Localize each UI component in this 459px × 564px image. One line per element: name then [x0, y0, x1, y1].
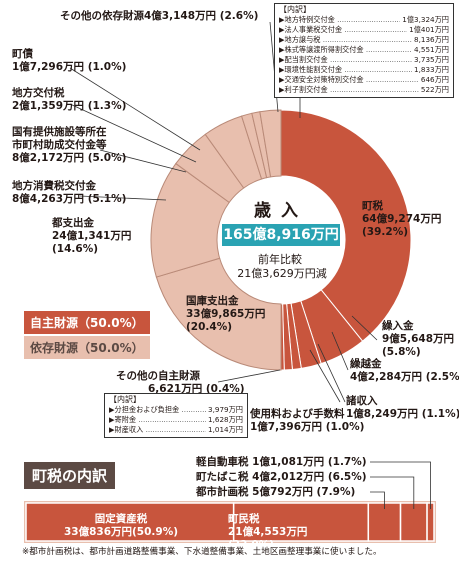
label-shiyo: 使用料および手数料 1億7,396万円 (1.0%) [250, 408, 365, 433]
leader-line-2 [69, 67, 201, 151]
own-row-value: 1,628万円 [206, 415, 243, 425]
dep-row-value: 1億401万円 [407, 25, 449, 35]
dep-row: ▶地方特例交付金1億3,324万円 [279, 15, 449, 25]
dep-row: ▶法人事業税交付金1億401万円 [279, 25, 449, 35]
leader-line-8 [317, 343, 346, 403]
own-row-value: 3,979万円 [206, 405, 243, 415]
dep-row: ▶配当割交付金3,735万円 [279, 55, 449, 65]
label-tax: 町税 64億9,274万円 (39.2%) [362, 200, 442, 238]
own-row-name: ▶分担金および負担金 [109, 405, 206, 415]
own-row: ▶財産収入1,014万円 [109, 425, 243, 435]
tax-leader-line-1 [370, 476, 415, 509]
label-other-own: その他の自主財源 6,621万円 (0.4%) [116, 370, 245, 395]
dep-row-name: ▶法人事業税交付金 [279, 25, 407, 35]
label-kofuzei: 地方交付税 2億1,359万円 (1.3%) [12, 87, 127, 112]
dep-row: ▶株式等譲渡所得割交付金4,551万円 [279, 45, 449, 55]
label-kurikoshi: 繰越金 4億2,284万円 (2.5%) [350, 358, 459, 383]
dep-row-value: 646万円 [418, 75, 449, 85]
dep-row-value: 4,551万円 [412, 45, 449, 55]
tax-bar-segment-1 [232, 502, 370, 542]
label-shoshu: 諸収入 1億8,249万円 (1.1%) [346, 395, 459, 420]
label-kokko: 国庫支出金 33億9,865万円 (20.4%) [186, 295, 266, 333]
dep-row-name: ▶環境性能割交付金 [279, 65, 412, 75]
center-compare-value: 21億3,629万円減 [237, 267, 327, 280]
dep-row-value: 8,136万円 [412, 35, 449, 45]
dep-row-value: 1億3,324万円 [400, 15, 449, 25]
own-breakdown-title: 【内訳】 [109, 395, 141, 404]
dep-row-name: ▶配当割交付金 [279, 55, 412, 65]
dep-row: ▶地方譲与税8,136万円 [279, 35, 449, 45]
center-total: 165億8,916万円 [222, 224, 340, 246]
dep-row-name: ▶株式等譲渡所得割交付金 [279, 45, 412, 55]
dep-row-name: ▶地方特例交付金 [279, 15, 400, 25]
leader-line-5 [79, 195, 167, 201]
dep-row: ▶環境性能割交付金1,833万円 [279, 65, 449, 75]
dep-row-value: 522万円 [418, 85, 449, 95]
legend-own: 自主財源（50.0%） [24, 311, 150, 334]
own-row-name: ▶財産収入 [109, 425, 206, 435]
tax-small-1: 軽自動車税 1億1,081万円 (1.7%) [196, 456, 367, 468]
tax-small-3: 都市計画税 5億792万円 (7.9%) [196, 486, 356, 498]
label-kuriire: 繰入金 9億5,648万円 (5.8%) [382, 320, 455, 358]
donut-slice-6 [155, 257, 282, 371]
tax-small-2: 町たばこ税 4億2,012万円 (6.5%) [196, 471, 367, 483]
dep-row: ▶利子割交付金522万円 [279, 85, 449, 95]
legend-dep: 依存財源（50.0%） [24, 336, 150, 359]
own-row-name: ▶寄附金 [109, 415, 206, 425]
dep-row: ▶交通安全対策特別交付金646万円 [279, 75, 449, 85]
label-toshi: 都支出金 24億1,341万円 (14.6%) [52, 217, 132, 255]
label-kokuyu: 国有提供施設等所在 市町村助成交付金等 8億2,172万円 (5.0%) [12, 126, 127, 164]
tax-bar-label-1: 町民税 21億4,553万円(33.0%) [228, 513, 308, 551]
tax-leader-line-0 [370, 461, 431, 509]
dep-row-name: ▶地方譲与税 [279, 35, 412, 45]
own-breakdown-box: 【内訳】 ▶分担金および負担金3,979万円▶寄附金1,628万円▶財産収入1,… [104, 393, 248, 438]
own-row: ▶寄附金1,628万円 [109, 415, 243, 425]
leader-line-10 [217, 369, 281, 383]
dep-row-name: ▶利子割交付金 [279, 85, 419, 95]
dep-breakdown-box: 【内訳】 ▶地方特例交付金1億3,324万円▶法人事業税交付金1億401万円▶地… [274, 3, 454, 98]
tax-section-title: 町税の内訳 [24, 462, 116, 489]
leader-line-3 [69, 103, 197, 163]
dep-breakdown-title: 【内訳】 [279, 5, 311, 14]
leader-line-9 [309, 349, 341, 403]
label-machisai: 町債 1億7,296万円 (1.0%) [12, 48, 127, 73]
center-title: 歳入 [254, 201, 308, 221]
tax-leader-line-2 [370, 491, 385, 509]
donut-slice-0 [280, 109, 412, 342]
own-row: ▶分担金および負担金3,979万円 [109, 405, 243, 415]
leader-line-7 [331, 331, 349, 371]
donut-slice-12 [259, 109, 282, 178]
dep-row-name: ▶交通安全対策特別交付金 [279, 75, 419, 85]
tax-bar-label-0: 固定資産税 33億836万円(50.9%) [63, 513, 179, 538]
leader-line-4 [99, 149, 187, 173]
center-compare-label: 前年比較 [258, 253, 302, 266]
dep-row-value: 3,735万円 [412, 55, 449, 65]
leader-line-6 [351, 315, 378, 341]
dep-row-value: 1,833万円 [412, 65, 449, 75]
tax-note: ※都市計画税は、都市計画道路整備事業、下水道整備事業、土地区画整理事業に使いまし… [22, 547, 382, 557]
label-shohi: 地方消費税交付金 8億4,263万円 (5.1%) [12, 180, 127, 205]
own-row-value: 1,014万円 [206, 425, 243, 435]
label-other-dep: その他の依存財源4億3,148万円 (2.6%) [60, 10, 259, 22]
